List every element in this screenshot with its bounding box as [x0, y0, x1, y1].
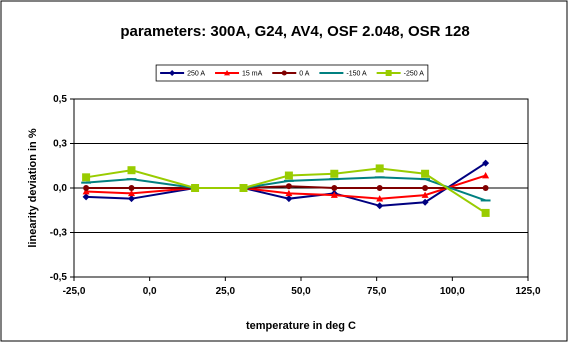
data-point [285, 189, 293, 197]
series-250-a [82, 164, 490, 217]
legend-marker [327, 72, 336, 74]
legend-entry: 250 A [160, 70, 205, 78]
legend-label: -150 A [346, 71, 367, 78]
data-point [376, 202, 384, 210]
data-point [376, 195, 384, 202]
x-tick-label: 100,0 [440, 286, 465, 297]
data-point [285, 183, 292, 190]
data-point [285, 195, 293, 203]
x-tick-label: 50,0 [291, 286, 311, 297]
data-point [83, 185, 90, 191]
legend-label: 15 mA [242, 71, 263, 78]
data-point [482, 185, 489, 191]
x-tick-label: 75,0 [367, 286, 387, 297]
data-point [331, 185, 338, 191]
y-tick-label: -0,5 [50, 272, 68, 283]
data-point [82, 173, 91, 182]
data-point [376, 185, 383, 191]
x-tick-label: 25,0 [216, 286, 236, 297]
data-point [480, 199, 491, 202]
data-point [482, 172, 490, 179]
legend-entry: 15 mA [215, 70, 263, 78]
legend-label: -250 A [404, 71, 425, 78]
data-point [482, 159, 490, 167]
legend-entry: 0 A [272, 70, 310, 78]
y-tick-label: 0,0 [53, 183, 67, 194]
data-point [128, 185, 135, 191]
legend-marker [385, 70, 392, 76]
data-point [82, 188, 90, 195]
data-point [191, 184, 200, 192]
data-point [481, 208, 490, 217]
data-point [128, 189, 136, 197]
data-point [330, 191, 338, 198]
data-point [128, 195, 136, 203]
x-axis-title: temperature in deg C [246, 320, 356, 332]
x-tick-label: 125,0 [515, 286, 540, 297]
data-point [283, 179, 294, 182]
legend-entry: -150 A [319, 71, 367, 78]
data-point [421, 198, 429, 206]
y-axis-title: linearity deviation in % [27, 128, 39, 247]
series-layer [81, 159, 491, 217]
x-tick-label: 0,0 [143, 286, 157, 297]
data-point [375, 164, 384, 173]
y-tick-label: 0,5 [53, 94, 67, 105]
data-point [127, 166, 136, 175]
data-point [239, 184, 248, 192]
data-point [126, 178, 137, 181]
legend: 250 A 15 mA 0 A -150 A -250 A [155, 64, 429, 82]
legend-label: 0 A [299, 71, 309, 78]
data-point [81, 181, 92, 184]
legend-entry: -250 A [376, 70, 425, 78]
data-point [284, 171, 293, 180]
legend-marker [169, 70, 176, 76]
legend-label: 250 A [187, 71, 205, 78]
data-point [420, 178, 430, 181]
data-point [330, 169, 339, 178]
x-axis-ticks: -25,0 0,0 25,0 50,0 75,0 100,0 125,0 [63, 277, 541, 297]
y-tick-label: 0,3 [53, 139, 67, 150]
chart-title: parameters: 300A, G24, AV4, OSF 2.048, O… [120, 23, 469, 40]
data-point [329, 178, 340, 181]
data-point [374, 176, 385, 179]
y-axis-ticks: 0,5 0,3 0,0 -0,3 -0,5 [50, 94, 74, 283]
x-tick-label: -25,0 [63, 286, 86, 297]
data-point [82, 193, 90, 201]
legend-marker [224, 70, 231, 76]
data-point [421, 169, 430, 178]
y-tick-label: -0,3 [50, 228, 68, 239]
data-point [421, 191, 429, 198]
series-15-ma [82, 172, 490, 202]
data-point [422, 185, 429, 191]
legend-marker [281, 70, 287, 76]
